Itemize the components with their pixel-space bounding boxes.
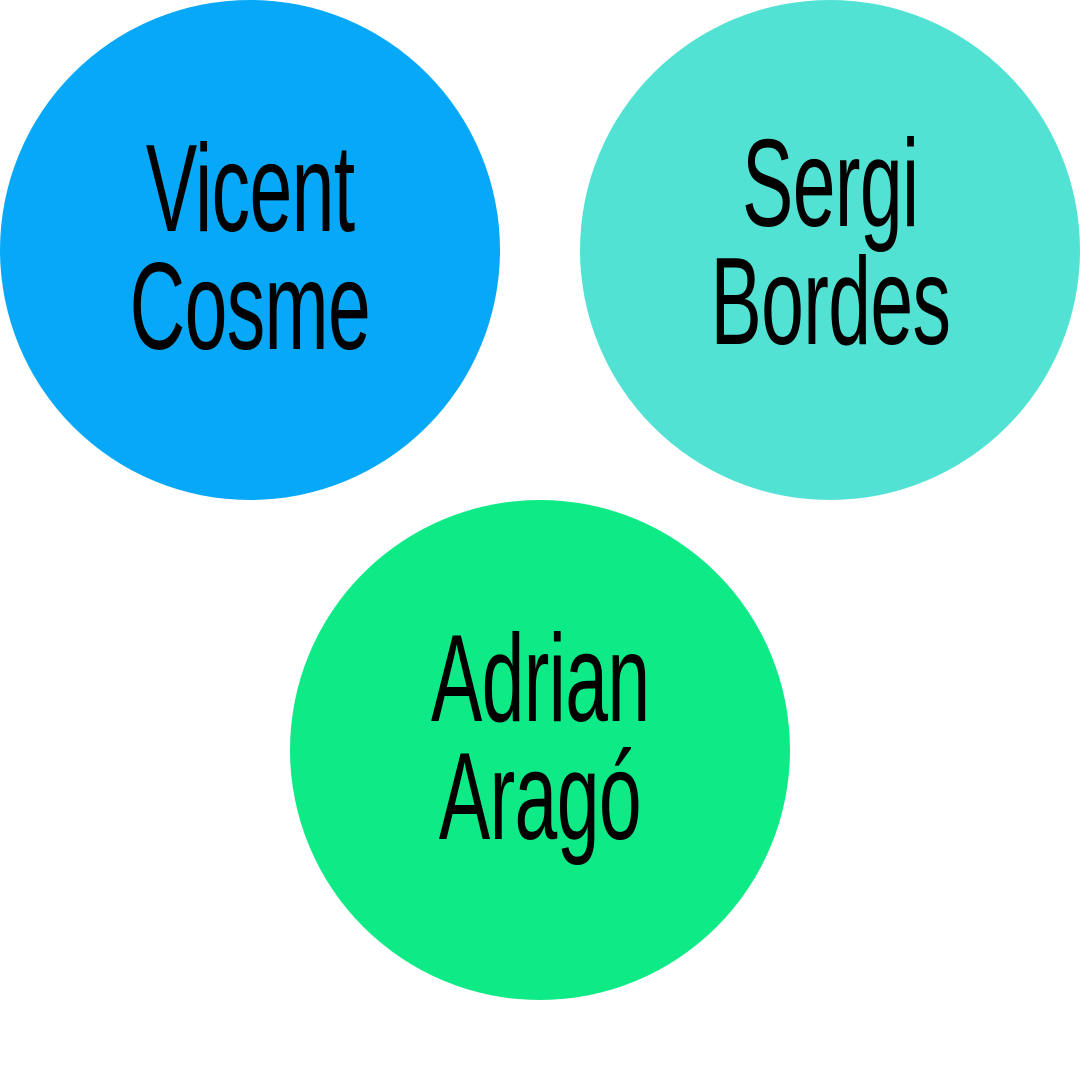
name-label: Vicent Cosme [56,120,444,376]
last-name: Cosme [129,238,371,376]
name-circle-adrian-arago: Adrian Aragó [290,500,790,1000]
first-name: Adrian [430,610,650,748]
last-name: Aragó [438,728,642,866]
first-name: Sergi [741,115,919,253]
name-label: Sergi Bordes [637,115,1024,371]
name-circle-sergi-bordes: Sergi Bordes [580,0,1080,500]
first-name: Vicent [145,120,355,258]
name-circle-vicent-cosme: Vicent Cosme [0,0,500,500]
last-name: Bordes [710,233,950,371]
name-label: Adrian Aragó [364,610,716,866]
